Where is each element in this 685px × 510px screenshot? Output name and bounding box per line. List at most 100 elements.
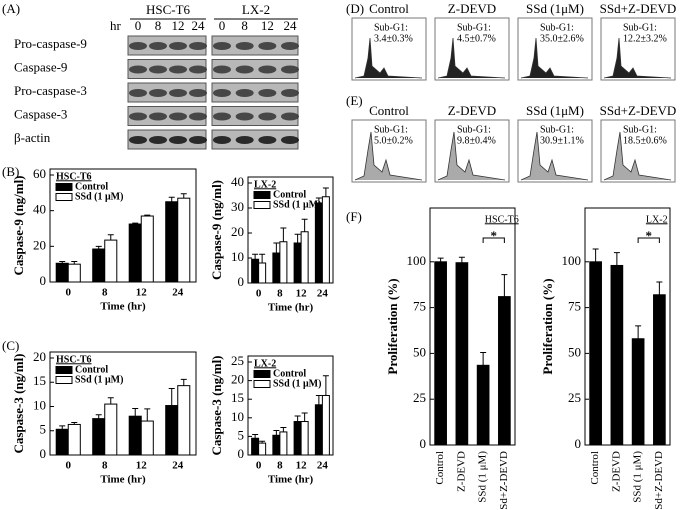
error-bar <box>180 378 187 386</box>
significance-label: * <box>646 228 653 243</box>
legend-label: SSd (1 μM) <box>273 378 321 389</box>
x-tick-label: 8 <box>277 460 283 472</box>
cell-line-label: LX-2 <box>242 2 270 17</box>
error-bar <box>301 412 308 422</box>
bar <box>434 261 447 446</box>
y-tick-label: 5 <box>238 427 245 442</box>
significance-bracket <box>637 237 660 243</box>
error-bar <box>322 375 329 396</box>
error-bar <box>613 252 620 266</box>
sub-g1-label: Sub-G1: <box>540 124 574 135</box>
bar <box>589 261 602 446</box>
histogram <box>603 37 672 79</box>
bar <box>165 201 179 283</box>
flow-title: SSd+Z-DEVD <box>600 103 677 118</box>
significance-label: * <box>491 228 498 243</box>
bar <box>455 262 469 446</box>
x-tick-label: 0 <box>66 460 72 472</box>
error-bar <box>252 434 259 439</box>
y-tick-label: 25 <box>231 353 244 368</box>
x-axis-label: Time (hr) <box>100 474 146 486</box>
band <box>281 112 299 121</box>
x-tick-label: 12 <box>136 287 148 299</box>
panel-label: (B) <box>2 164 19 179</box>
y-tick-label: 50 <box>413 344 426 359</box>
plot-frame <box>247 355 334 456</box>
row-label: Caspase-9 <box>14 59 67 74</box>
band <box>189 136 207 144</box>
y-axis-label: Caspase-9 (ng/ml) <box>11 175 26 275</box>
error-bar <box>592 248 599 262</box>
band <box>281 42 299 50</box>
plot-frame <box>49 168 197 283</box>
y-tick-label: 0 <box>575 436 582 451</box>
band <box>258 112 277 121</box>
sub-g1-value: 4.5±0.7% <box>457 33 496 44</box>
band <box>149 65 167 74</box>
legend-swatch <box>253 370 271 378</box>
flow-title: Control <box>369 1 409 16</box>
sub-g1-value: 35.0±2.6% <box>540 33 584 44</box>
flow-title: Z-DEVD <box>448 103 496 118</box>
row-label: β-actin <box>14 130 51 145</box>
sub-g1-value: 18.5±0.6% <box>623 135 667 146</box>
sub-g1-label: Sub-G1: <box>623 22 657 33</box>
time-label: 0 <box>135 18 142 33</box>
error-bar <box>252 253 259 260</box>
bar <box>251 437 260 456</box>
band <box>213 42 231 50</box>
time-label: 12 <box>261 18 274 33</box>
panel-label: (F) <box>346 209 362 224</box>
panel-label: (D) <box>346 1 364 16</box>
y-axis-label: Proliferation (%) <box>385 278 400 374</box>
band <box>169 42 187 50</box>
bar <box>300 421 309 456</box>
error-bar <box>294 233 301 243</box>
y-tick-label: 100 <box>407 253 427 268</box>
bar <box>92 418 106 456</box>
y-tick-label: 60 <box>33 166 46 181</box>
error-bar <box>95 414 102 419</box>
chart-title: HSC-T6 <box>485 214 519 225</box>
band <box>169 112 187 121</box>
time-label: 24 <box>192 18 206 33</box>
sub-g1-label: Sub-G1: <box>374 22 408 33</box>
chart-title: LX-2 <box>646 214 668 225</box>
sub-g1-value: 9.8±0.4% <box>457 135 496 146</box>
band <box>129 112 147 121</box>
y-tick-label: 40 <box>231 174 244 189</box>
band <box>149 89 167 97</box>
legend-label: SSd (1 μM) <box>273 199 321 210</box>
y-tick-label: 75 <box>413 299 426 314</box>
x-tick-label: 0 <box>256 460 262 472</box>
bar <box>300 231 309 284</box>
y-tick-label: 10 <box>231 249 244 264</box>
error-bar <box>273 242 280 253</box>
error-bar <box>132 407 139 417</box>
y-tick-label: 0 <box>238 446 245 461</box>
flow-box <box>517 17 593 81</box>
y-tick-label: 25 <box>413 390 426 405</box>
band <box>213 136 231 144</box>
error-bar <box>71 422 78 425</box>
x-tick-label: 8 <box>102 287 108 299</box>
sub-g1-label: Sub-G1: <box>457 124 491 135</box>
error-bar <box>144 408 151 422</box>
error-bar <box>273 429 280 436</box>
error-bar <box>635 325 642 339</box>
legend-label: SSd (1 μM) <box>75 374 123 385</box>
y-axis-label: Caspase-9 (ng/ml) <box>209 180 224 280</box>
y-tick-label: 75 <box>568 299 581 314</box>
sub-g1-value: 3.4±0.3% <box>374 33 413 44</box>
bar <box>653 294 666 446</box>
x-tick-label: Z-DEVD <box>610 451 622 492</box>
error-bar <box>437 257 444 262</box>
bar <box>272 434 281 456</box>
error-bar <box>315 394 322 405</box>
band <box>149 42 167 50</box>
error-bar <box>501 274 508 297</box>
sub-g1-value: 5.0±0.2% <box>374 135 413 146</box>
legend-label: Control <box>273 189 306 200</box>
band <box>213 65 231 74</box>
band <box>149 136 167 144</box>
